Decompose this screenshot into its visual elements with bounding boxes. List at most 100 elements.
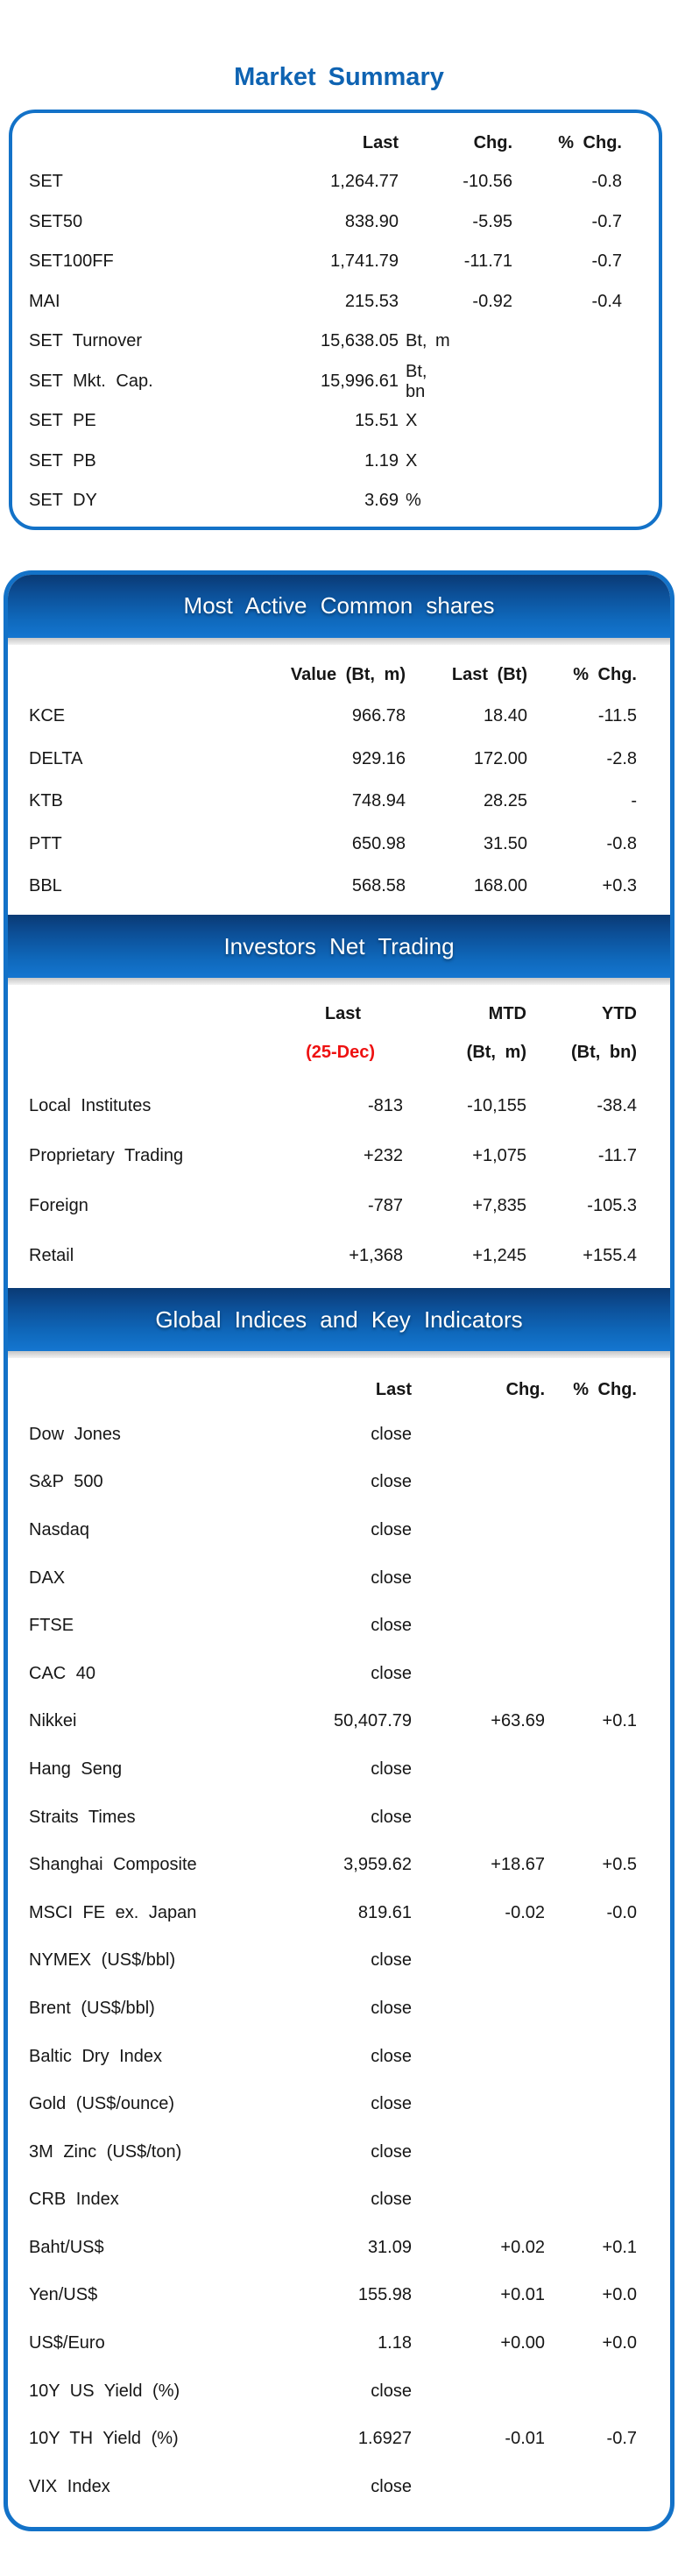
cell-value: 748.94 <box>351 791 406 811</box>
cell-last: 31.50 <box>483 833 527 853</box>
row-label: Baltic Dry Index <box>29 2046 163 2066</box>
cell-last: 31.09 <box>367 2237 412 2257</box>
row-label: DELTA <box>29 748 83 768</box>
most-active-table: Value (Bt, m) Last (Bt) % Chg. KCE 966.7… <box>8 645 670 916</box>
cell-last: 15,996.61 <box>321 372 399 391</box>
col-header-mtd: MTD <box>488 1003 526 1023</box>
cell-chg: +0.01 <box>500 2285 545 2305</box>
col-header-last: Last <box>324 1003 361 1023</box>
table-row: MAI 215.53 -0.92 -0.4 <box>12 282 659 322</box>
page-title: Market Summary <box>234 63 444 91</box>
cell-chg: +0.02 <box>500 2237 545 2257</box>
cell-last: 1.18 <box>378 2333 412 2353</box>
cell-last: -787 <box>367 1196 403 1215</box>
cell-last: 50,407.79 <box>334 1711 412 1731</box>
row-label: KTB <box>29 791 63 811</box>
table-row: Yen/US$ 155.98 +0.01 +0.0 <box>8 2272 670 2320</box>
row-label: SET Mkt. Cap. <box>29 372 153 391</box>
cell-last: close <box>371 2141 412 2162</box>
col-header-last: Last <box>375 1379 412 1399</box>
row-label: CAC 40 <box>29 1663 96 1683</box>
table-row: BBL 568.58 168.00 +0.3 <box>8 866 670 909</box>
row-label: Yen/US$ <box>29 2285 98 2305</box>
row-label: Shanghai Composite <box>29 1855 197 1875</box>
table-row: Proprietary Trading +232 +1,075 -11.7 <box>8 1131 670 1181</box>
table-row: US$/Euro 1.18 +0.00 +0.0 <box>8 2319 670 2367</box>
market-summary-header-row: Last Chg. % Chg. <box>12 124 659 162</box>
table-row: SET PB 1.19 X <box>12 442 659 482</box>
cell-value: 966.78 <box>351 706 406 726</box>
cell-last: 172.00 <box>473 748 527 768</box>
cell-last: -813 <box>367 1096 403 1115</box>
cell-pct-chg: -11.5 <box>597 706 637 726</box>
cell-last: 3.69 <box>364 491 399 511</box>
table-row: Dow Jones close <box>8 1411 670 1459</box>
col-header-chg: Chg. <box>505 1379 545 1399</box>
row-label: SET DY <box>29 491 97 511</box>
table-row: Brent (US$/bbl) close <box>8 1985 670 2033</box>
cell-mtd: -10,155 <box>467 1096 526 1115</box>
cell-last: 15.51 <box>354 411 399 431</box>
table-row: 10Y TH Yield (%) 1.6927 -0.01 -0.7 <box>8 2415 670 2463</box>
table-row: Foreign -787 +7,835 -105.3 <box>8 1181 670 1231</box>
band-shadow <box>8 1351 670 1358</box>
cell-pct-chg: +0.1 <box>602 2237 637 2257</box>
cell-pct-chg: -2.8 <box>606 748 637 768</box>
table-row: 3M Zinc (US$/ton) close <box>8 2128 670 2176</box>
investors-rows: Local Institutes -813 -10,155 -38.4 Prop… <box>8 1081 670 1281</box>
cell-last: close <box>371 2190 412 2210</box>
cell-last: close <box>371 2476 412 2496</box>
cell-last: close <box>371 2094 412 2114</box>
cell-last: 155.98 <box>357 2285 412 2305</box>
table-row: KCE 966.78 18.40 -11.5 <box>8 696 670 739</box>
col-header-value: Value (Bt, m) <box>290 665 406 684</box>
cell-pct-chg: +0.0 <box>602 2285 637 2305</box>
col-header-pct-chg: % Chg. <box>573 1379 637 1399</box>
cell-last: close <box>371 1807 412 1827</box>
cell-last: close <box>371 2381 412 2401</box>
table-row: Local Institutes -813 -10,155 -38.4 <box>8 1081 670 1131</box>
table-row: SET PE 15.51 X <box>12 401 659 442</box>
cell-ytd: -11.7 <box>597 1146 637 1165</box>
cell-value: 650.98 <box>351 833 406 853</box>
cell-last: close <box>371 1568 412 1588</box>
table-row: SET100FF 1,741.79 -11.71 -0.7 <box>12 242 659 282</box>
table-row: Shanghai Composite 3,959.62 +18.67 +0.5 <box>8 1841 670 1889</box>
cell-pct-chg: -0.8 <box>591 172 622 192</box>
col-header-last-bt: Last (Bt) <box>451 665 527 684</box>
cell-pct-chg: -0.8 <box>606 833 637 853</box>
most-active-rows: KCE 966.78 18.40 -11.5 DELTA 929.16 172.… <box>8 696 670 909</box>
col-header-pct-chg: % Chg. <box>558 132 622 152</box>
cell-pct-chg: +0.1 <box>602 1711 637 1731</box>
row-label: US$/Euro <box>29 2333 105 2353</box>
cell-last: 1.6927 <box>357 2429 412 2449</box>
cell-mtd: +1,245 <box>472 1246 526 1265</box>
cell-unit: X <box>406 411 418 431</box>
table-row: CRB Index close <box>8 2176 670 2225</box>
row-label: Gold (US$/ounce) <box>29 2094 175 2114</box>
table-row: PTT 650.98 31.50 -0.8 <box>8 823 670 866</box>
table-row: Nikkei 50,407.79 +63.69 +0.1 <box>8 1698 670 1746</box>
row-label: SET PB <box>29 450 96 471</box>
row-label: PTT <box>29 833 62 853</box>
cell-unit: Bt, m <box>406 331 450 351</box>
cell-last: 3,959.62 <box>343 1855 412 1875</box>
cell-chg: -11.71 <box>463 251 512 272</box>
row-label: SET50 <box>29 211 83 231</box>
col-subheader-date: (25-Dec) <box>306 1042 375 1062</box>
table-row: Hang Seng close <box>8 1745 670 1794</box>
row-label: Baht/US$ <box>29 2237 104 2257</box>
cell-last: 819.61 <box>357 1902 412 1922</box>
row-label: SET <box>29 172 63 192</box>
investors-header-row-1: Last MTD YTD <box>8 995 670 1032</box>
row-label: Foreign <box>29 1196 88 1215</box>
cell-last: 168.00 <box>473 876 527 896</box>
cell-chg: -0.92 <box>472 291 512 311</box>
table-row: DAX close <box>8 1554 670 1603</box>
table-row: DELTA 929.16 172.00 -2.8 <box>8 738 670 781</box>
cell-ytd: -105.3 <box>587 1196 637 1215</box>
most-active-header-row: Value (Bt, m) Last (Bt) % Chg. <box>8 655 670 696</box>
table-row: SET 1,264.77 -10.56 -0.8 <box>12 162 659 202</box>
cell-mtd: +7,835 <box>472 1196 526 1215</box>
cell-last: close <box>371 1472 412 1492</box>
